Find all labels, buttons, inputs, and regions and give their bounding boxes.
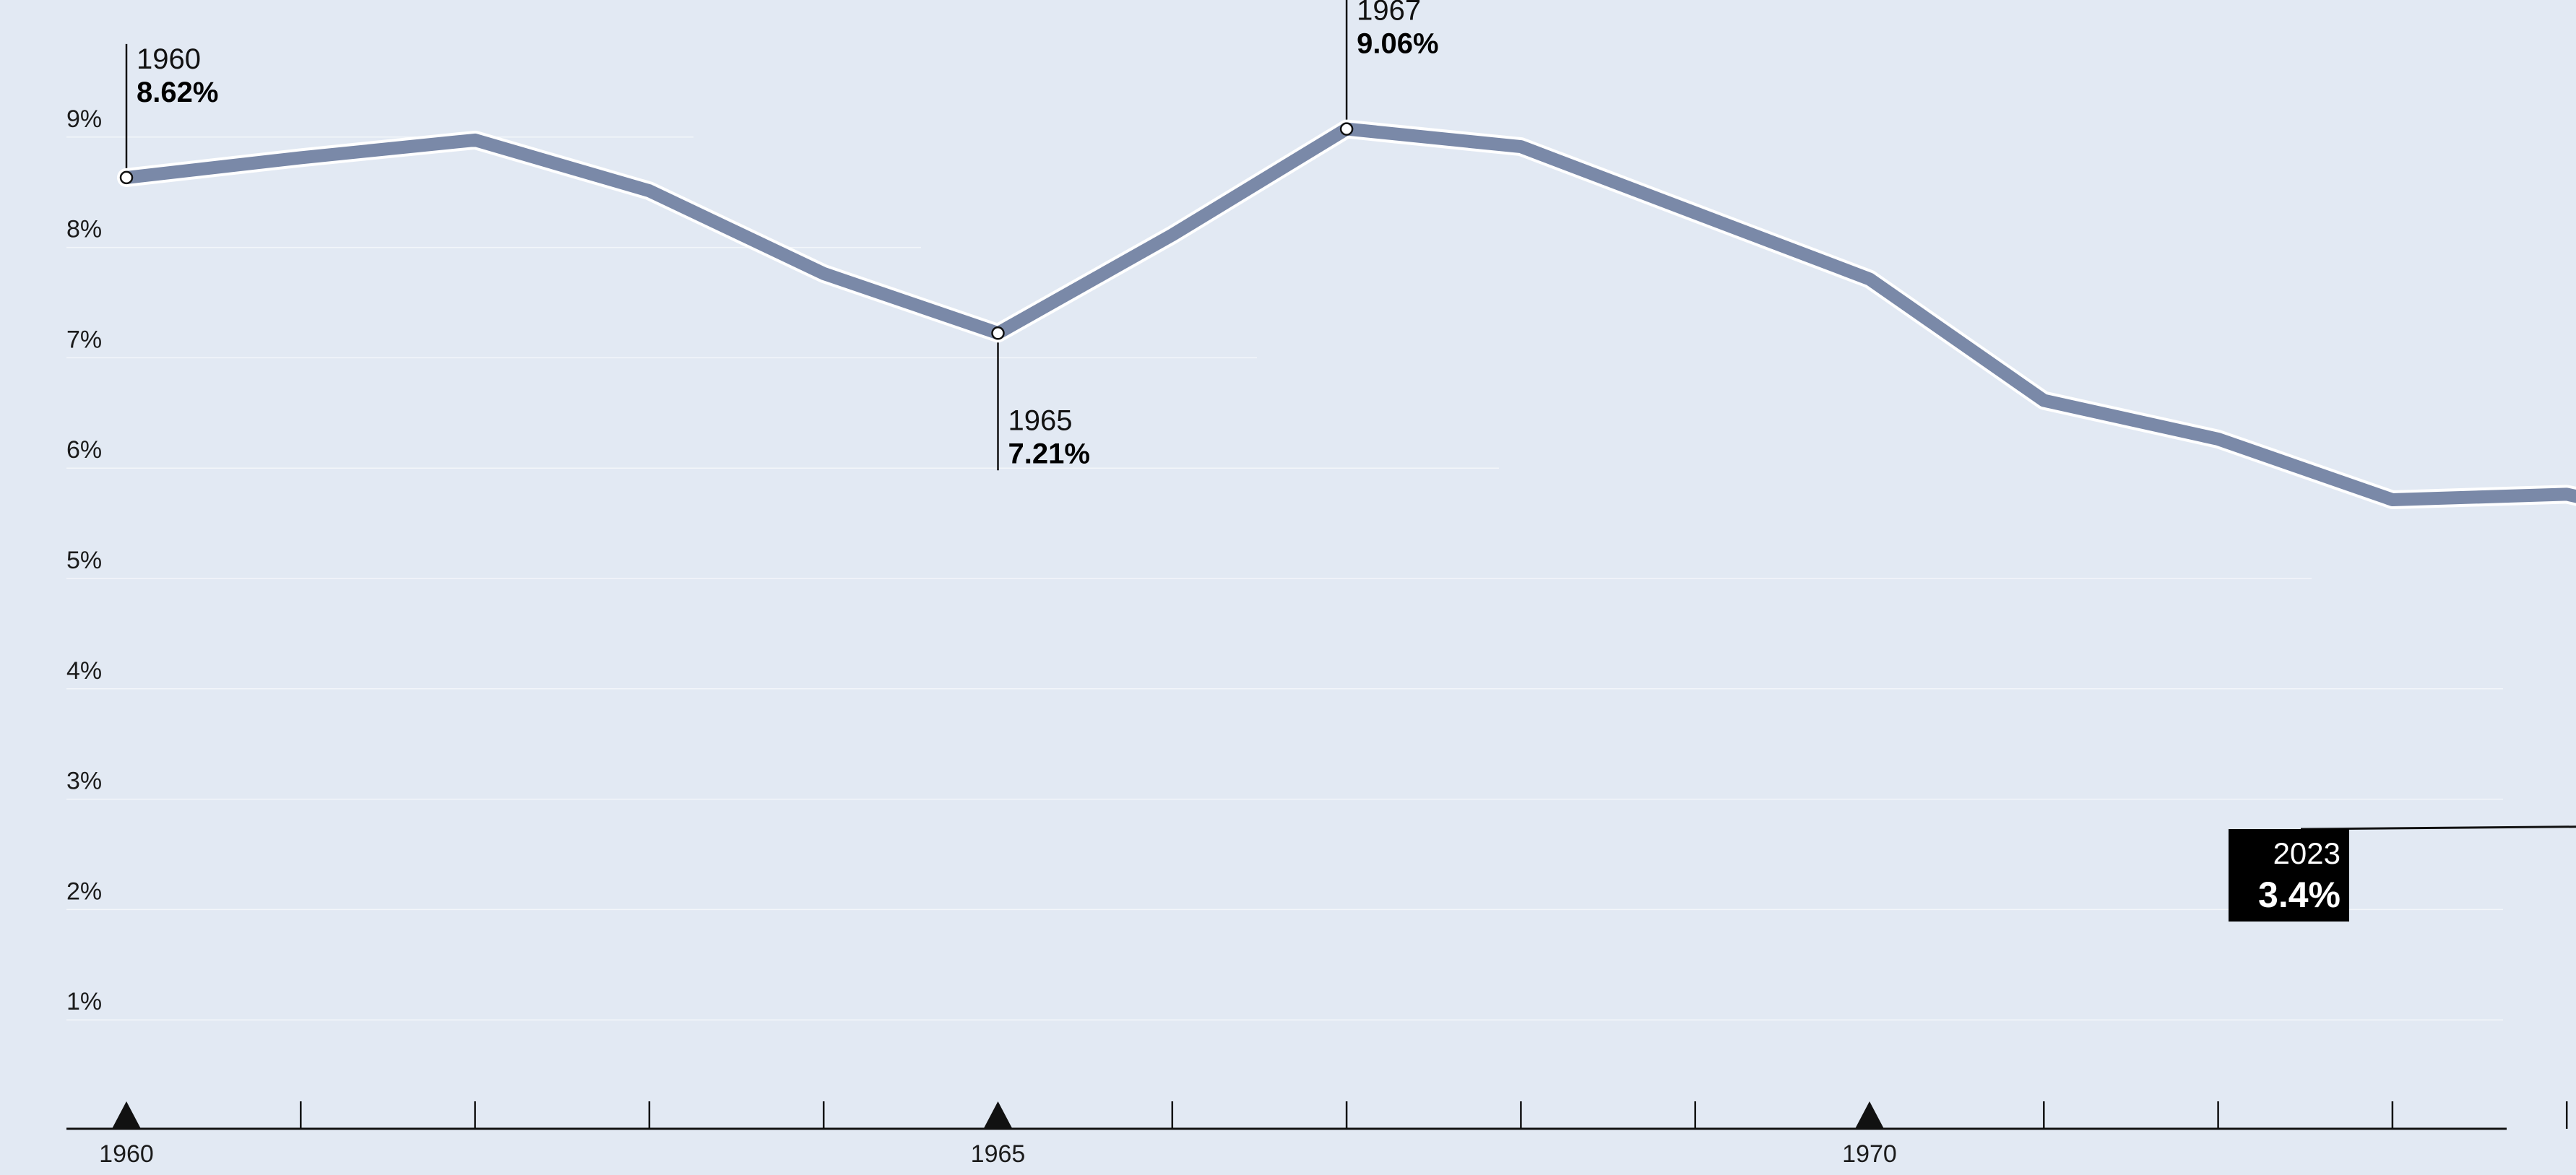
gridlines	[66, 134, 2503, 1020]
highlight-box	[2229, 829, 2349, 922]
x-tick-label: 1960	[99, 1140, 154, 1168]
y-tick-label: 8%	[66, 216, 102, 243]
y-tick-label: 5%	[66, 547, 102, 574]
x-major-tick	[983, 1101, 1013, 1129]
highlight-leader	[2300, 825, 2576, 831]
y-tick-label: 9%	[66, 105, 102, 133]
annotation-labels: 19608.62%19657.21%19679.06%19784.76%1982…	[137, 0, 1439, 469]
x-tick-label: 1965	[971, 1140, 1026, 1168]
series-line	[117, 119, 2576, 509]
data-point-marker	[991, 326, 1005, 340]
annotation-year: 1967	[1357, 0, 1421, 27]
y-tick-label: 4%	[66, 657, 102, 685]
highlight-year: 2023	[2273, 836, 2341, 870]
series-line-path	[120, 122, 2576, 506]
x-major-tick	[112, 1101, 141, 1129]
y-axis: 1% 2% 3% 4% 5% 6% 7% 8% 9%	[66, 105, 102, 1015]
y-tick-label: 1%	[66, 988, 102, 1015]
highlight-value: 3.4%	[2258, 875, 2341, 915]
data-point-marker	[1339, 122, 1354, 136]
y-tick-label: 7%	[66, 326, 102, 353]
y-tick-label: 2%	[66, 877, 102, 905]
highlight-callout: 2023 3.4%	[2229, 825, 2576, 922]
annotation-value: 7.21%	[1008, 438, 1090, 469]
annotation-value: 8.62%	[137, 77, 218, 108]
x-tick-label: 1970	[1842, 1140, 1897, 1168]
annotation-value: 9.06%	[1357, 28, 1438, 60]
data-markers	[119, 122, 1354, 340]
y-tick-label: 3%	[66, 768, 102, 795]
x-axis: 1960196519701975198019851990199520002005…	[66, 1101, 2568, 1168]
x-major-tick	[1855, 1101, 1884, 1129]
annotation-year: 1965	[1008, 404, 1073, 436]
annotation-leaders	[125, 0, 1348, 471]
y-tick-label: 6%	[66, 436, 102, 464]
annotation-year: 1960	[137, 43, 201, 75]
data-point-marker	[119, 170, 134, 185]
